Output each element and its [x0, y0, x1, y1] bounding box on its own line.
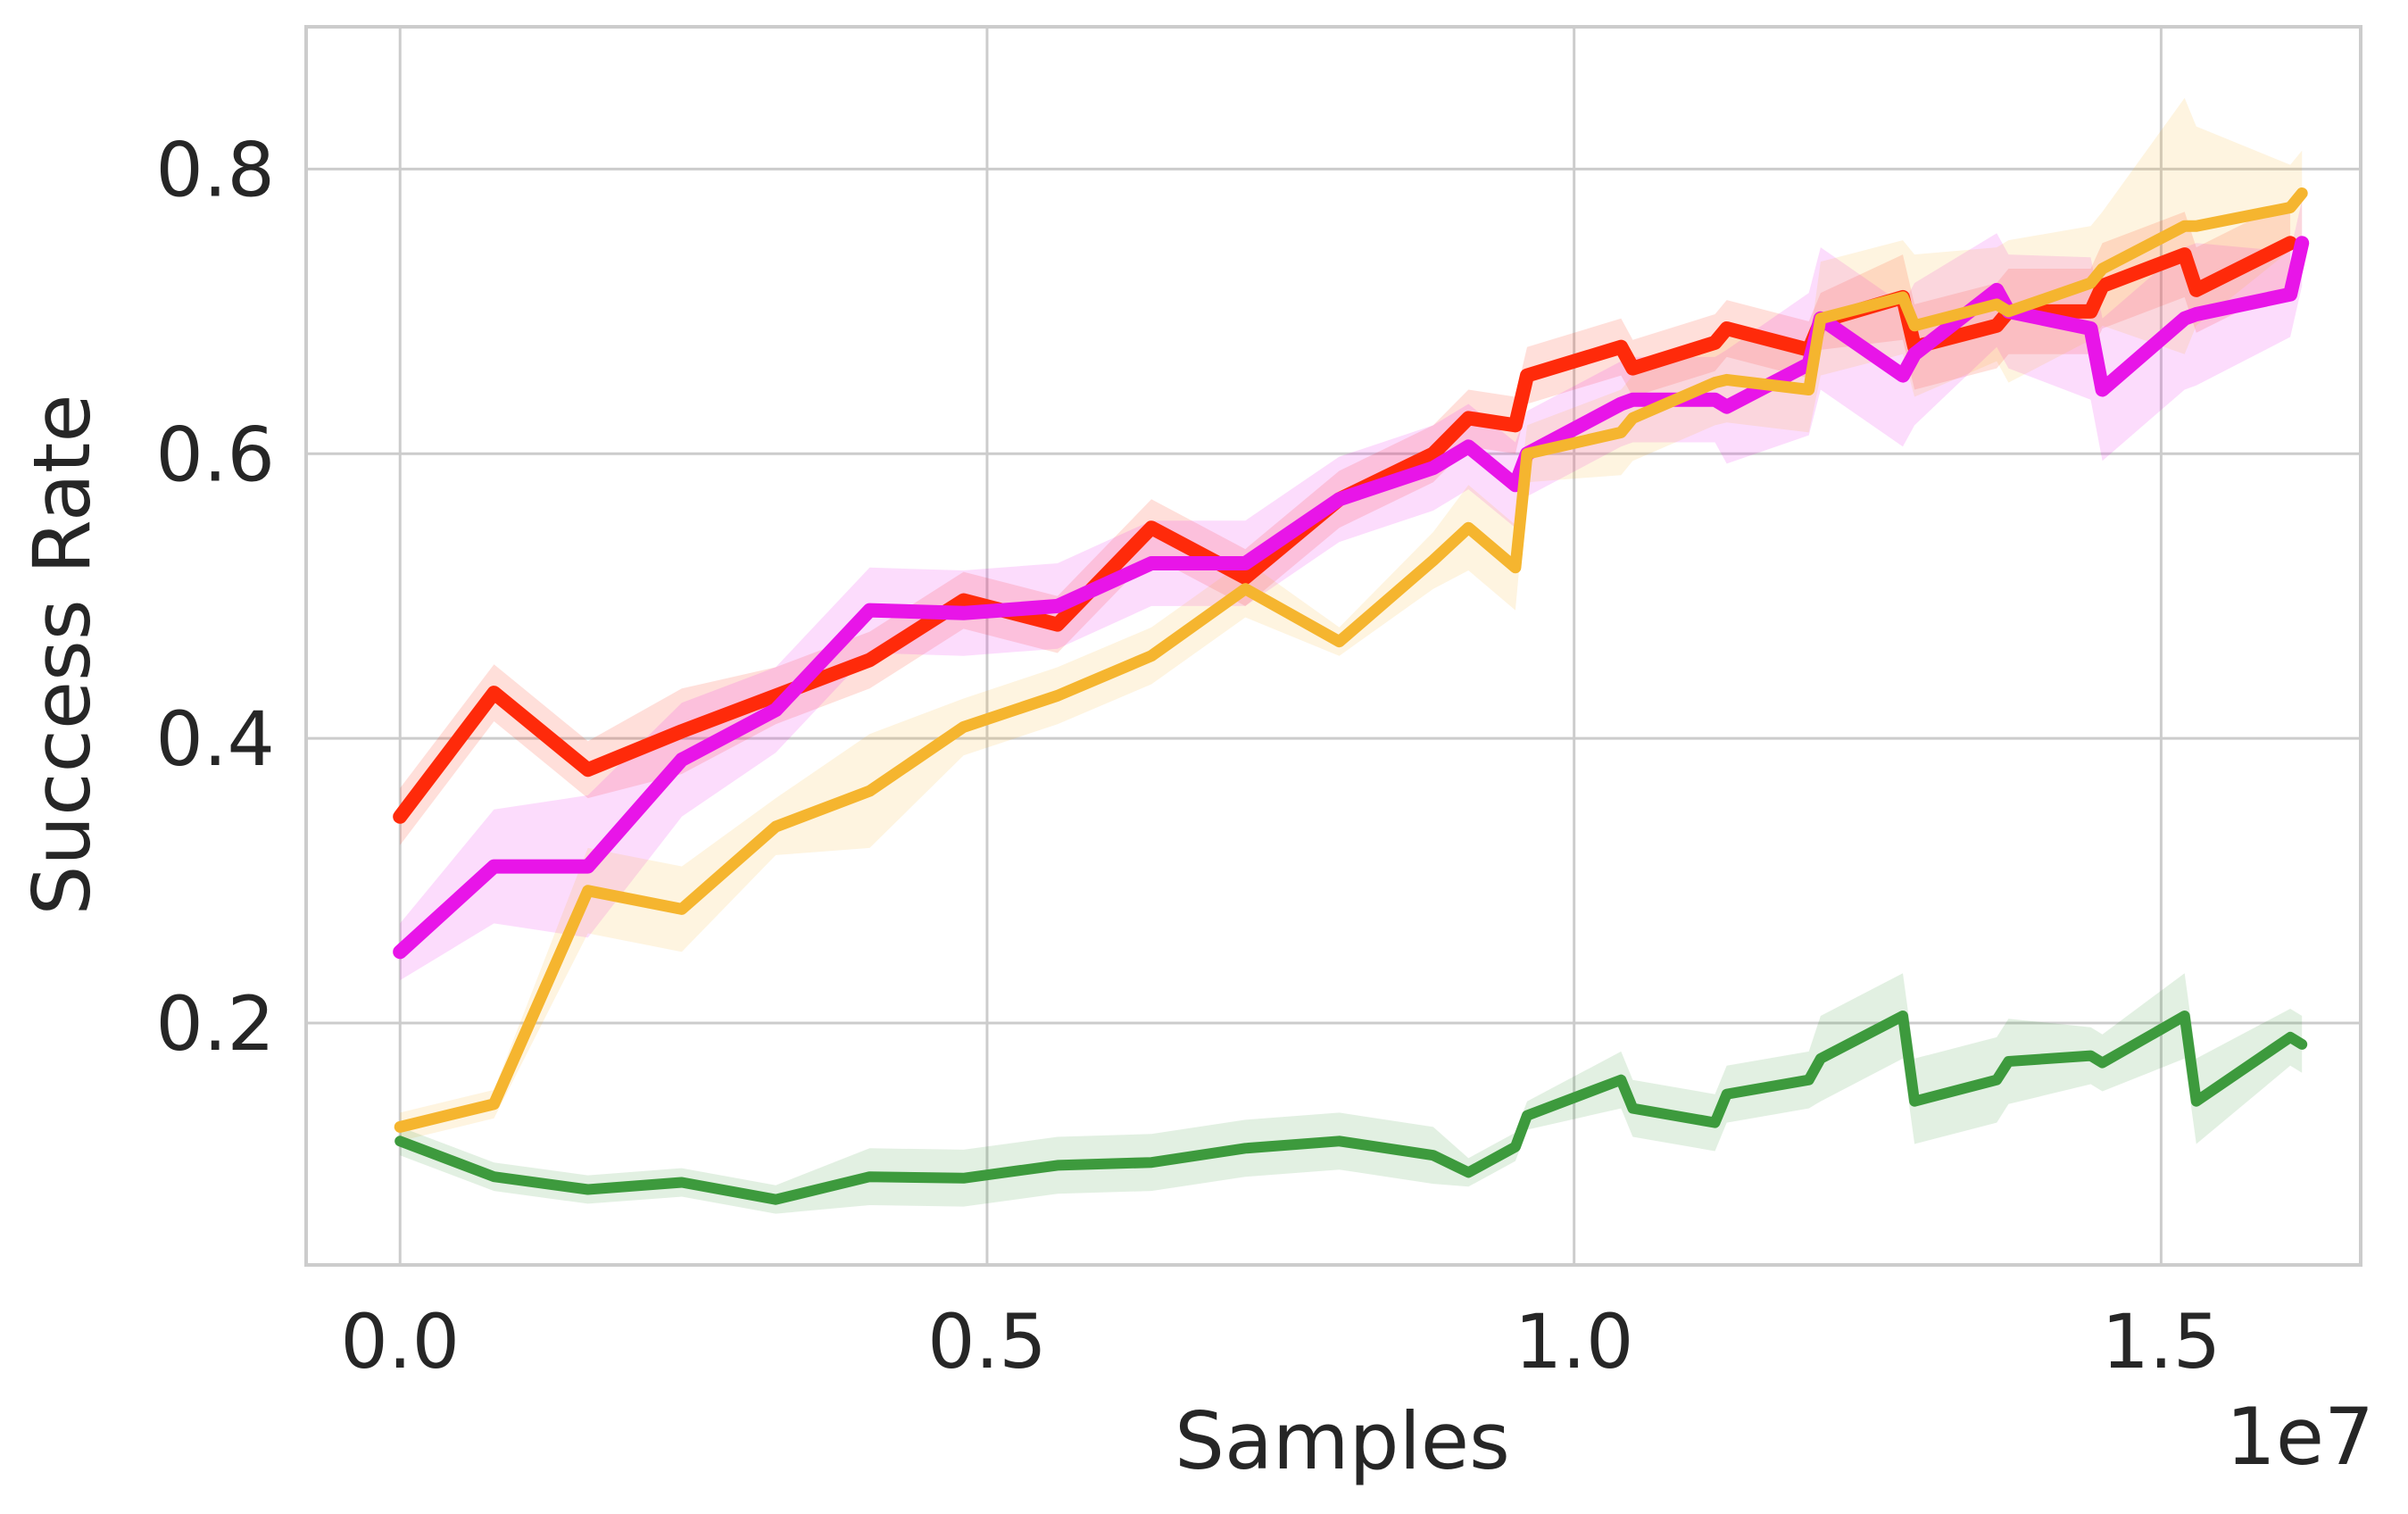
x-tick-labels: 0.0 0.5 1.0 1.5 [340, 1298, 2221, 1385]
plot-frame [304, 25, 2362, 1267]
confidence-bands [400, 97, 2303, 1214]
y-tick-labels: 0.2 0.4 0.6 0.8 [155, 126, 275, 1068]
x-tick-label: 1.0 [1515, 1298, 1634, 1385]
x-axis-offset-label: 1e7 [2226, 1391, 2374, 1483]
series-line-2 [394, 187, 2308, 1133]
series-line-3 [394, 1011, 2308, 1205]
x-tick-label: 0.0 [340, 1298, 460, 1385]
series-line-1 [393, 236, 2310, 960]
y-tick-label: 0.6 [155, 411, 275, 498]
x-axis-label: Samples [1175, 1395, 1510, 1487]
series-lines [393, 187, 2310, 1205]
y-tick-label: 0.2 [155, 980, 275, 1068]
series-band-1 [400, 200, 2303, 981]
x-tick-label: 1.5 [2102, 1298, 2221, 1385]
y-tick-label: 0.4 [155, 695, 275, 783]
x-tick-label: 0.5 [927, 1298, 1047, 1385]
series-band-2 [400, 97, 2303, 1142]
y-axis-label: Success Rate [16, 395, 108, 916]
series-band-0 [400, 200, 2291, 845]
series-band-3 [400, 973, 2303, 1214]
y-tick-label: 0.8 [155, 126, 275, 213]
